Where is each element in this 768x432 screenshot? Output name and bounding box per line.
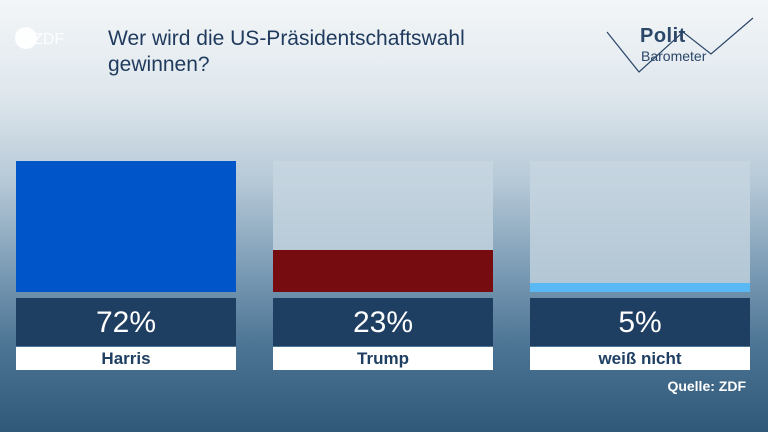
zdf-logo-text: ZDF (33, 31, 64, 48)
value-label-unknown: 5% (530, 298, 750, 346)
page-title: Wer wird die US-Präsidentschaftswahl gew… (108, 27, 465, 76)
bar-trump (273, 250, 493, 292)
value-label-trump: 23% (273, 298, 493, 346)
category-label-harris: Harris (16, 347, 236, 370)
bar-unknown (530, 283, 750, 292)
politbarometer-subtitle: Barometer (641, 48, 707, 64)
bar-harris (16, 161, 236, 292)
value-label-harris: 72% (16, 298, 236, 346)
category-label-unknown: weiß nicht (530, 347, 750, 370)
category-label-trump: Trump (273, 347, 493, 370)
politbarometer-title: Polit (640, 25, 686, 47)
zdf-logo: ZDF (15, 27, 64, 49)
source-note: Quelle: ZDF (667, 378, 746, 394)
bar-background-unknown (530, 161, 750, 292)
politbarometer-logo-lines (606, 17, 754, 73)
